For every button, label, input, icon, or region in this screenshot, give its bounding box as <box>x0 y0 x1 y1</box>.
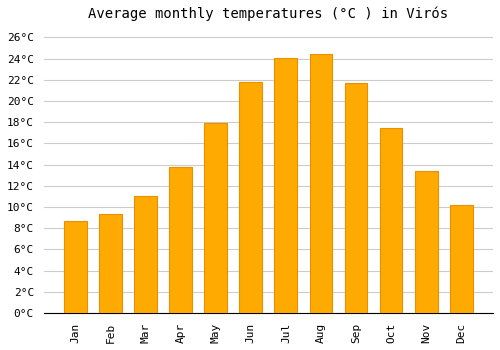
Bar <box>204 123 227 313</box>
Bar <box>310 54 332 313</box>
Bar <box>64 221 87 313</box>
Bar <box>170 167 192 313</box>
Bar <box>415 171 438 313</box>
Bar <box>344 83 368 313</box>
Bar <box>134 196 157 313</box>
Bar <box>274 57 297 313</box>
Title: Average monthly temperatures (°C ) in Virós: Average monthly temperatures (°C ) in Vi… <box>88 7 448 21</box>
Bar <box>240 82 262 313</box>
Bar <box>380 127 402 313</box>
Bar <box>99 215 122 313</box>
Bar <box>450 205 472 313</box>
